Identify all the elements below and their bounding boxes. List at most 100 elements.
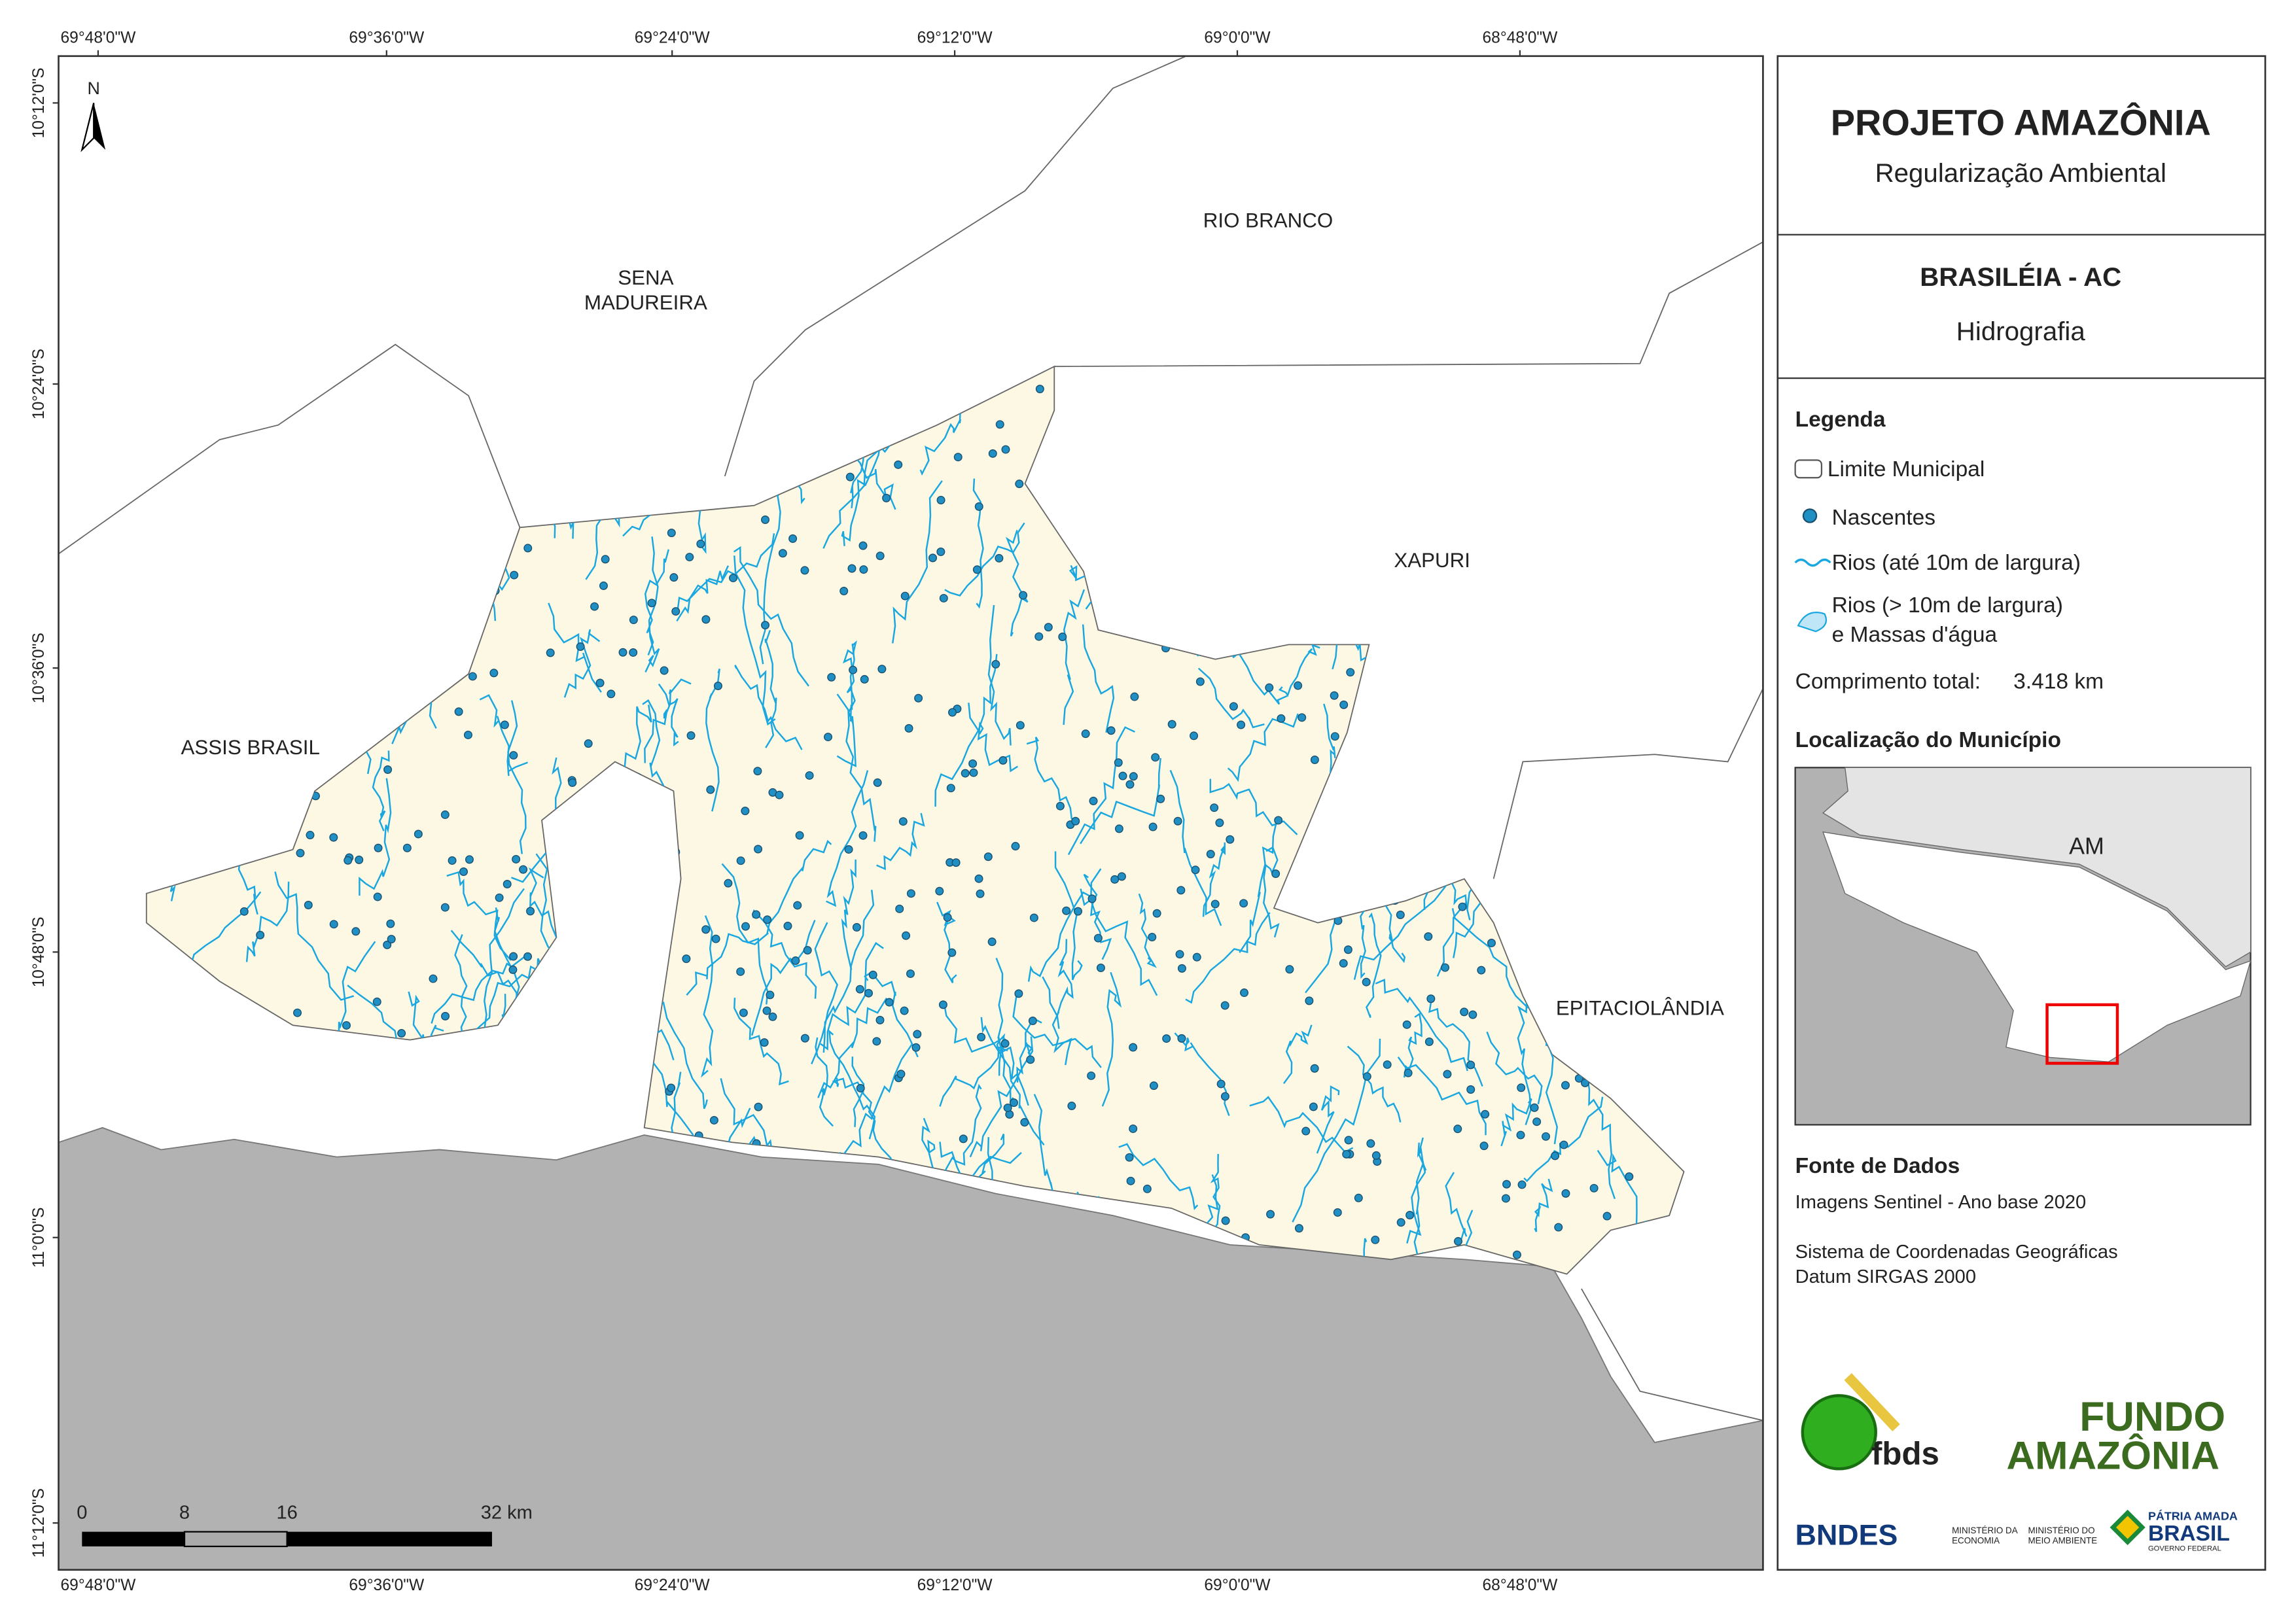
spring <box>1114 758 1123 767</box>
spring <box>667 529 676 538</box>
river <box>372 750 390 831</box>
spring <box>856 1083 865 1092</box>
map-frame <box>58 55 1764 1571</box>
spring <box>788 534 798 543</box>
place-label: MADUREIRA <box>584 291 707 314</box>
spring <box>1371 1151 1381 1160</box>
spring <box>256 930 265 939</box>
spring <box>1561 1081 1570 1090</box>
spring <box>669 573 679 582</box>
spring <box>778 549 787 558</box>
location-title: Localização do Município <box>1795 728 2061 752</box>
spring <box>741 807 750 816</box>
spring <box>741 922 751 931</box>
spring <box>329 833 338 842</box>
river <box>980 1017 1045 1146</box>
river <box>1202 842 1226 917</box>
spring <box>1019 591 1028 600</box>
river <box>822 890 875 1053</box>
spring <box>793 901 802 910</box>
river <box>969 1036 1034 1158</box>
spring <box>900 591 910 601</box>
spring <box>1001 445 1010 454</box>
river <box>1249 1096 1354 1153</box>
spring <box>709 1115 718 1125</box>
river <box>1457 1210 1480 1274</box>
spring <box>440 810 450 819</box>
municipal-boundaries <box>58 56 1763 1422</box>
spring <box>1118 771 1127 780</box>
spring <box>791 956 800 966</box>
spring <box>845 472 855 481</box>
river <box>766 839 832 935</box>
spring <box>783 922 792 930</box>
latitude-label: 10°48'0"S <box>30 916 48 987</box>
spring <box>977 1032 986 1041</box>
scale-label: 0 <box>77 1502 87 1523</box>
spring <box>1071 816 1080 826</box>
river <box>644 678 692 763</box>
spring <box>468 672 477 681</box>
spring <box>1089 796 1098 805</box>
spring <box>629 648 638 657</box>
spring <box>1426 994 1436 1003</box>
sources-title: Fonte de Dados <box>1795 1154 1960 1178</box>
spring <box>1177 1034 1186 1043</box>
spring <box>939 593 948 602</box>
river <box>676 565 730 622</box>
spring <box>1206 850 1215 859</box>
spring <box>824 733 833 742</box>
spring <box>523 952 533 961</box>
spring <box>239 907 249 916</box>
spring <box>1062 906 1071 915</box>
spring <box>1125 1153 1134 1162</box>
logo-text: MINISTÉRIO DO <box>2028 1526 2094 1535</box>
spring <box>1441 963 1450 972</box>
river <box>1101 971 1122 1107</box>
north-arrow: N <box>80 79 106 152</box>
spring <box>1371 1235 1380 1244</box>
spring <box>795 831 804 840</box>
spring <box>827 672 836 682</box>
spring <box>775 790 784 799</box>
spring <box>355 855 364 864</box>
river <box>733 998 789 1086</box>
spring <box>402 843 412 852</box>
river <box>359 778 392 896</box>
spring <box>1229 702 1238 711</box>
spring <box>894 460 903 469</box>
river <box>274 871 355 1001</box>
longitude-label: 69°0'0"W <box>1204 1577 1271 1594</box>
spring <box>1151 753 1160 762</box>
spring <box>1333 1208 1342 1217</box>
spring <box>995 553 1004 563</box>
spring <box>374 843 383 852</box>
longitude-label: 69°36'0"W <box>349 29 425 47</box>
spring <box>1237 720 1246 729</box>
subtitle: Regularização Ambiental <box>1875 158 2166 188</box>
spring <box>1175 950 1184 959</box>
spring <box>948 708 957 717</box>
spring <box>953 453 963 462</box>
spring <box>1029 913 1038 922</box>
logo-text: BRASIL <box>2148 1522 2230 1546</box>
spring <box>1396 1218 1405 1227</box>
place-label: RIO BRANCO <box>1203 209 1333 232</box>
spring <box>1014 989 1023 998</box>
spring <box>1106 726 1116 735</box>
spring <box>1460 1007 1469 1017</box>
river <box>1005 530 1029 637</box>
spring <box>885 998 894 1007</box>
spring <box>1551 1151 1560 1161</box>
spring <box>387 935 396 944</box>
river <box>1082 624 1115 733</box>
spring <box>1274 816 1283 825</box>
spring <box>629 616 638 625</box>
spring <box>858 541 868 550</box>
longitude-label: 69°12'0"W <box>917 29 993 47</box>
spring <box>1625 1172 1634 1181</box>
spring <box>1339 700 1349 709</box>
spring <box>351 927 361 936</box>
spring <box>998 756 1008 765</box>
spring <box>685 553 694 562</box>
